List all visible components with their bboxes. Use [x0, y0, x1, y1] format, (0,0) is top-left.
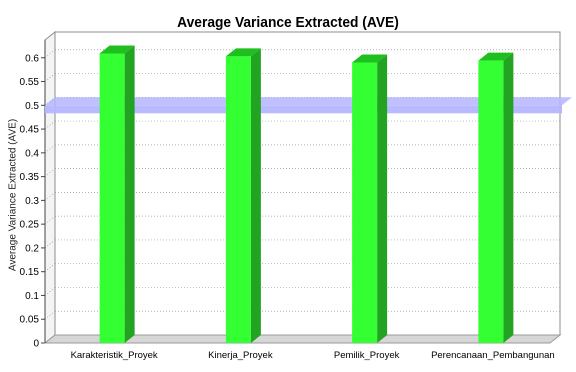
x-tick-label: Kinerja_Proyek [208, 350, 273, 361]
y-tick-label: 0 [33, 339, 39, 350]
y-tick-label: 0.25 [20, 220, 40, 231]
y-tick-label: 0.2 [25, 243, 39, 254]
y-tick-label: 0.4 [25, 148, 39, 159]
grid-line-side [44, 120, 56, 130]
grid-line-side [44, 287, 56, 296]
y-tick-label: 0.05 [20, 315, 40, 326]
x-tick-label: Pemilik_Proyek [334, 350, 400, 361]
bar [478, 60, 504, 343]
bar-side [377, 54, 388, 344]
grid-line-side [44, 192, 56, 201]
bar-side [124, 45, 135, 343]
x-tick-label: Karakteristik_Proyek [71, 350, 158, 361]
y-tick-label: 0.55 [20, 77, 40, 88]
reference-band [45, 105, 562, 114]
y-tick-label: 0.1 [25, 291, 39, 302]
x-tick-label: Perencanaan_Pembangunan [431, 350, 555, 361]
bar [99, 53, 125, 343]
y-tick-label: 0.45 [20, 125, 40, 136]
bar-top [478, 52, 514, 61]
y-tick-label: 0.15 [20, 267, 40, 278]
bar-side [250, 48, 261, 343]
y-tick-label: 0.6 [25, 53, 39, 64]
y-tick-label: 0.35 [20, 172, 40, 183]
bar [352, 62, 378, 344]
plot-floor [43, 334, 562, 344]
bar-side [503, 52, 514, 343]
grid-line-side [44, 168, 56, 177]
bar [225, 56, 251, 343]
plot-background [54, 31, 561, 336]
grid-line-side [44, 49, 56, 59]
y-tick-label: 0.3 [25, 196, 39, 207]
chart-title: Average Variance Extracted (AVE) [177, 14, 399, 31]
grid-line-side [44, 263, 56, 272]
grid-line-side [44, 73, 56, 82]
bar-top [352, 54, 388, 63]
bar-top [225, 48, 261, 57]
grid-line-side [44, 310, 56, 320]
grid-line-side [44, 144, 56, 154]
grid-line-side [44, 215, 56, 225]
plot-left-wall [44, 30, 56, 345]
y-tick-label: 0.5 [25, 101, 39, 112]
bar-top [99, 45, 135, 54]
reference-band-top [45, 97, 572, 106]
grid-line-side [44, 239, 56, 249]
